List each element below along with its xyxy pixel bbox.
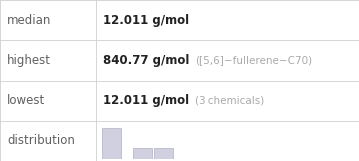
Text: 840.77 g/mol: 840.77 g/mol bbox=[103, 54, 190, 67]
Text: lowest: lowest bbox=[7, 94, 46, 107]
Text: median: median bbox=[7, 14, 52, 27]
Bar bbox=[133, 148, 152, 159]
Text: distribution: distribution bbox=[7, 134, 75, 147]
Text: highest: highest bbox=[7, 54, 51, 67]
Text: 12.011 g/mol: 12.011 g/mol bbox=[103, 14, 190, 27]
Text: (3 chemicals): (3 chemicals) bbox=[195, 96, 264, 106]
Bar bbox=[154, 148, 173, 159]
Text: ([5,6]−fullerene−C70): ([5,6]−fullerene−C70) bbox=[195, 55, 312, 65]
Bar bbox=[102, 128, 121, 159]
Text: 12.011 g/mol: 12.011 g/mol bbox=[103, 94, 190, 107]
